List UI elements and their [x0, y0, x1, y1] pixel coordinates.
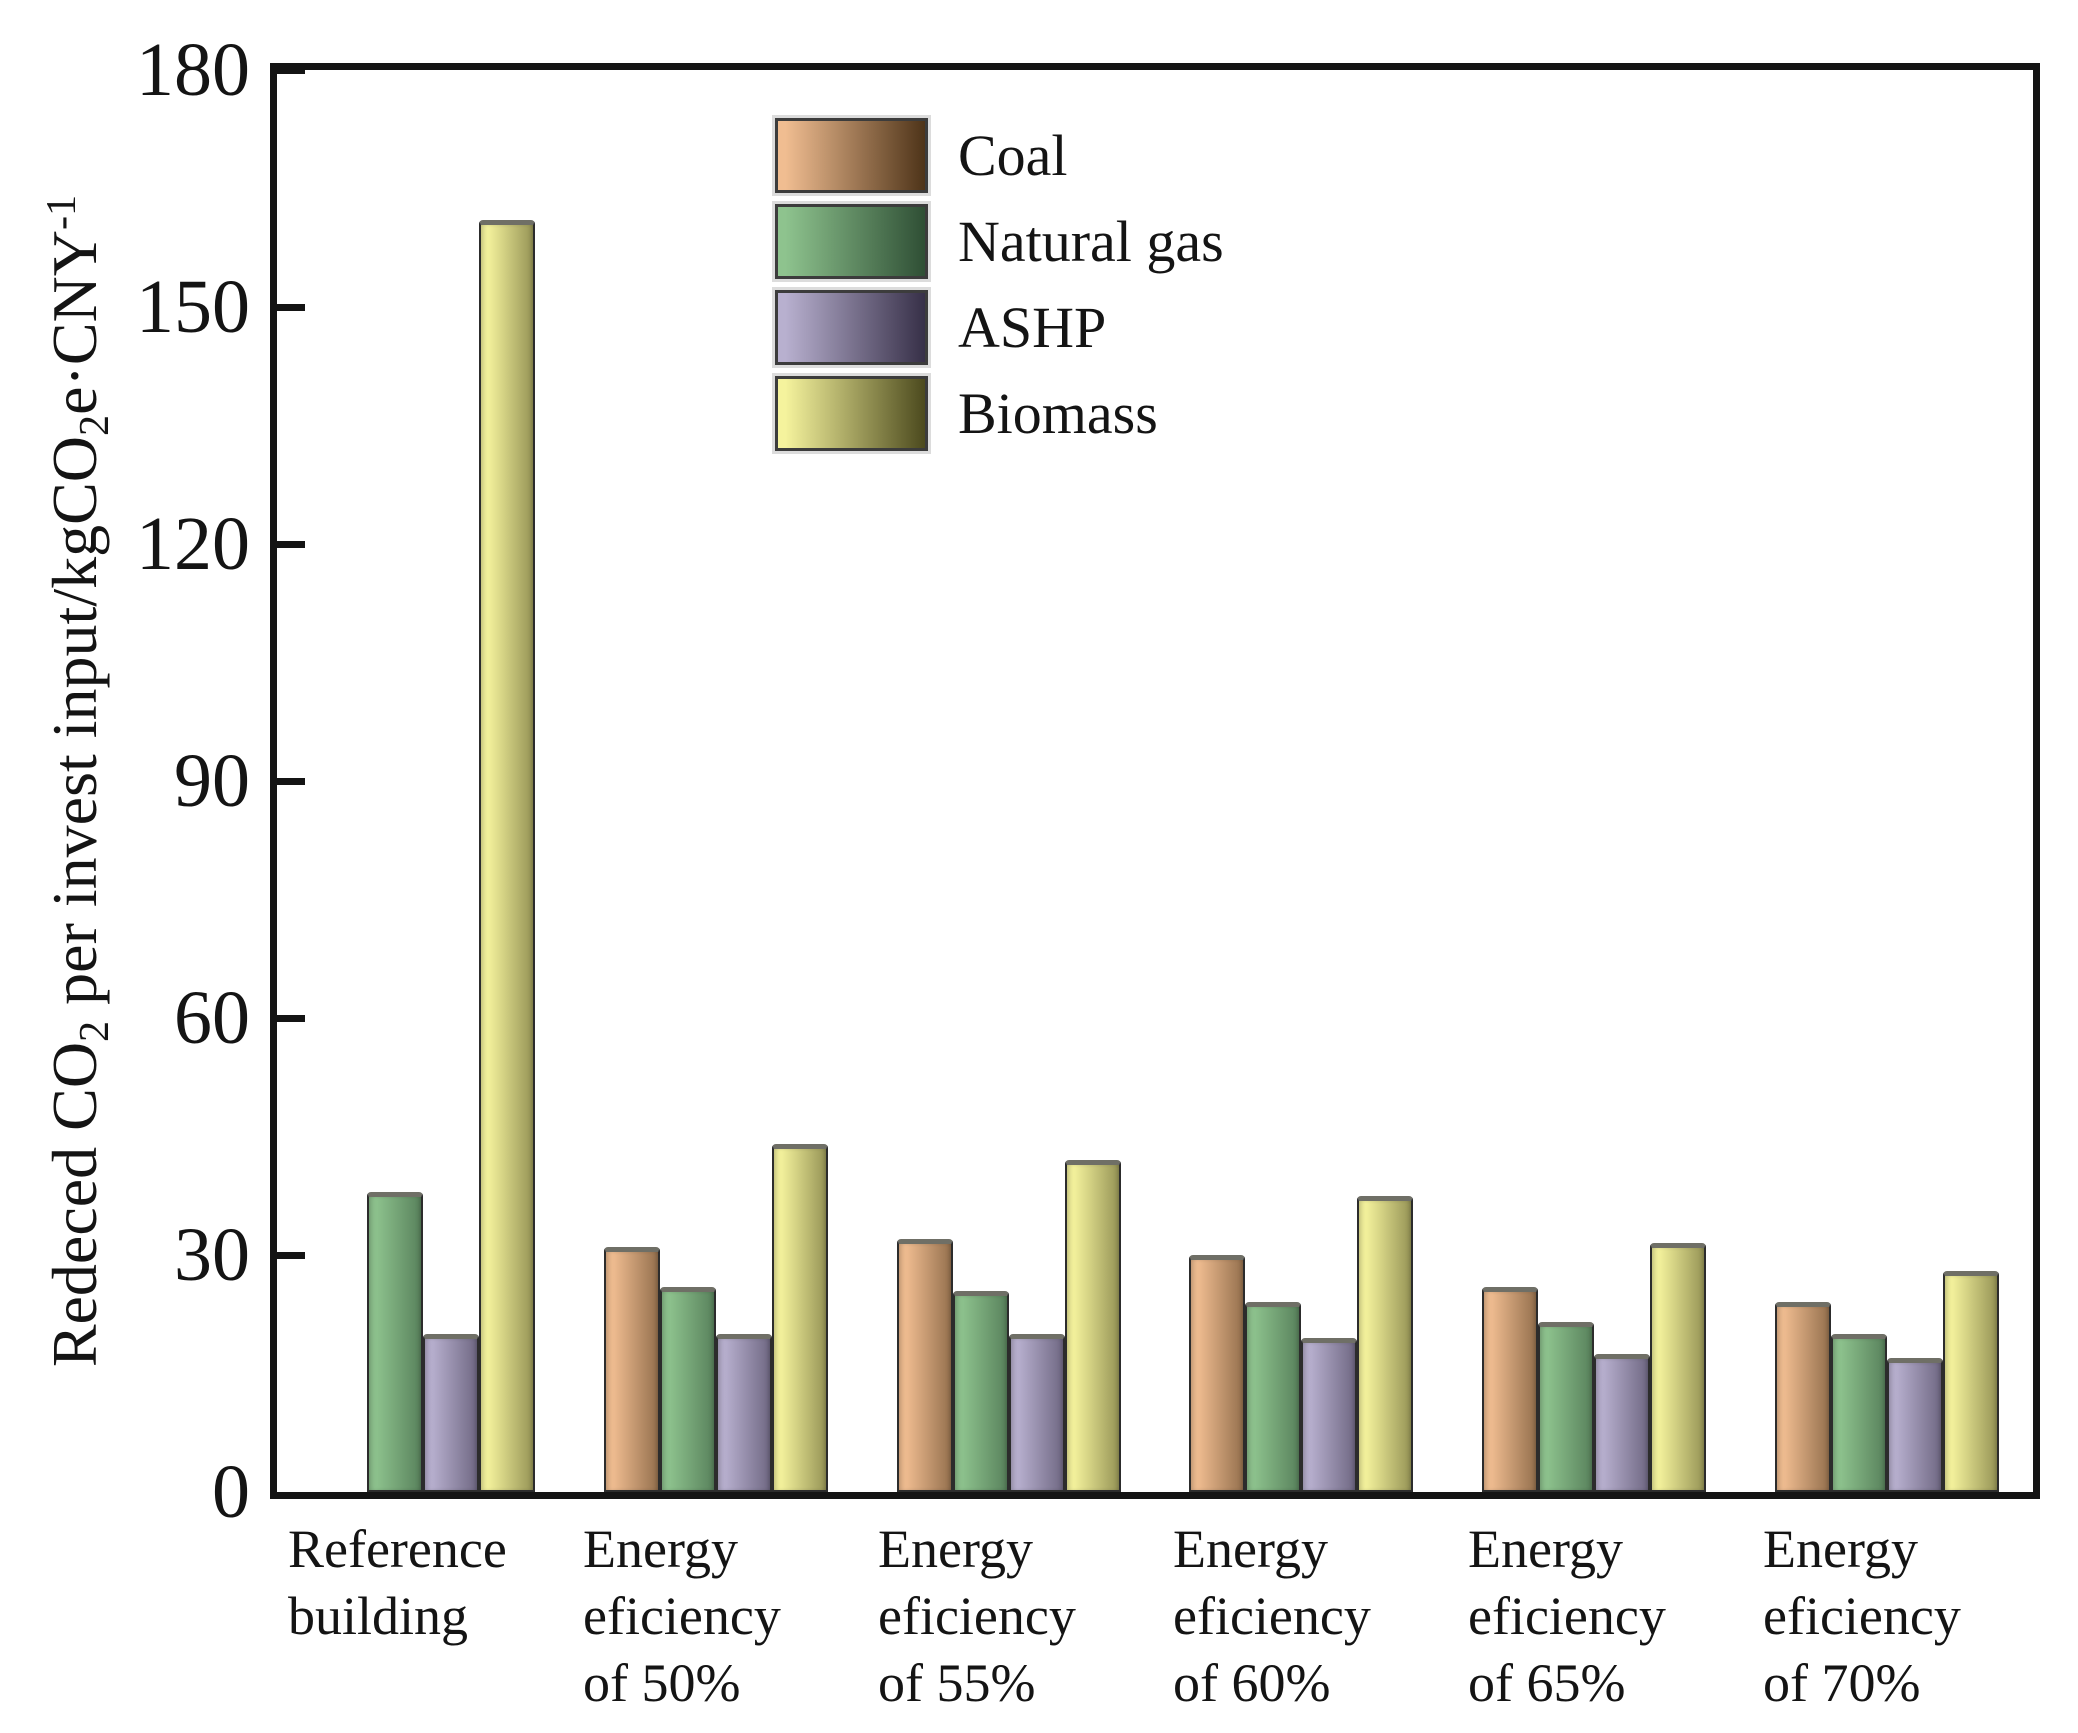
x-category-label-line: Energy	[1468, 1519, 1623, 1579]
legend-label-natural-gas: Natural gas	[958, 209, 1224, 274]
legend-swatch-ashp	[775, 290, 928, 365]
y-tick-mark-120	[277, 541, 305, 548]
x-category-label-line: building	[288, 1586, 469, 1646]
y-tick-label-120: 120	[136, 502, 250, 586]
x-category-label-line: Energy	[878, 1519, 1033, 1579]
x-category-label-line: eficiency	[583, 1586, 781, 1646]
legend: Coal Natural gas ASHP Biomass	[775, 118, 1224, 451]
y-tick-mark-30	[277, 1252, 305, 1259]
bar-ashp-energy-eficiency-of-65	[1594, 1354, 1650, 1492]
bar-coal-energy-eficiency-of-60	[1189, 1255, 1246, 1492]
bar-coal-energy-eficiency-of-55	[896, 1239, 953, 1492]
legend-label-ashp: ASHP	[958, 295, 1107, 360]
bar-natural-gas-energy-eficiency-of-55	[952, 1291, 1009, 1492]
legend-entry-coal: Coal	[775, 118, 1224, 193]
x-category-label-energy-eficiency-of-70: Energy eficiency of 70%	[1763, 1516, 2063, 1717]
y-tick-label-60: 60	[174, 976, 250, 1060]
x-category-label-line: eficiency	[1468, 1586, 1666, 1646]
x-category-label-energy-eficiency-of-65: Energy eficiency of 65%	[1468, 1516, 1768, 1717]
y-tick-mark-150	[277, 304, 305, 311]
legend-swatch-natural-gas	[775, 204, 928, 279]
y-tick-label-150: 150	[136, 265, 250, 349]
bar-coal-energy-eficiency-of-50	[604, 1247, 660, 1492]
x-category-label-line: of 60%	[1173, 1653, 1331, 1713]
y-tick-label-180: 180	[136, 28, 250, 112]
y-tick-label-90: 90	[174, 739, 250, 823]
x-category-label-energy-eficiency-of-60: Energy eficiency of 60%	[1173, 1516, 1473, 1717]
y-axis-label-part: Redeced CO	[39, 1041, 111, 1368]
x-category-label-energy-eficiency-of-55: Energy eficiency of 55%	[878, 1516, 1178, 1717]
bar-natural-gas-reference-building	[367, 1192, 424, 1492]
bar-coal-energy-eficiency-of-70	[1774, 1302, 1831, 1492]
legend-swatch-coal	[775, 118, 928, 193]
y-tick-label-0: 0	[212, 1450, 250, 1534]
bar-ashp-reference-building	[423, 1334, 480, 1492]
bar-natural-gas-energy-eficiency-of-70	[1830, 1334, 1887, 1492]
x-category-label-line: eficiency	[1173, 1586, 1371, 1646]
bar-ashp-energy-eficiency-of-60	[1301, 1338, 1358, 1492]
bar-biomass-energy-eficiency-of-55	[1064, 1160, 1121, 1492]
bar-biomass-reference-building	[479, 220, 536, 1492]
x-category-label-line: Energy	[1763, 1519, 1918, 1579]
x-category-label-line: eficiency	[878, 1586, 1076, 1646]
bar-biomass-energy-eficiency-of-70	[1942, 1271, 1999, 1492]
x-category-label-line: Energy	[583, 1519, 738, 1579]
x-category-label-line: eficiency	[1763, 1586, 1961, 1646]
legend-swatch-biomass	[775, 376, 928, 451]
bar-biomass-energy-eficiency-of-60	[1357, 1196, 1414, 1492]
bar-biomass-energy-eficiency-of-65	[1650, 1243, 1706, 1492]
plot-area	[270, 63, 2040, 1499]
bar-coal-energy-eficiency-of-65	[1482, 1287, 1538, 1492]
bar-natural-gas-energy-eficiency-of-65	[1538, 1322, 1594, 1492]
legend-entry-biomass: Biomass	[775, 376, 1224, 451]
x-category-label-line: of 55%	[878, 1653, 1036, 1713]
x-category-label-line: Reference	[288, 1519, 507, 1579]
legend-entry-ashp: ASHP	[775, 290, 1224, 365]
bar-ashp-energy-eficiency-of-55	[1008, 1334, 1065, 1492]
y-tick-mark-60	[277, 1015, 305, 1022]
x-category-label-line: Energy	[1173, 1519, 1328, 1579]
y-tick-mark-90	[277, 778, 305, 785]
legend-entry-natural-gas: Natural gas	[775, 204, 1224, 279]
bar-ashp-energy-eficiency-of-70	[1886, 1358, 1943, 1492]
x-category-label-reference-building: Reference building	[288, 1516, 588, 1650]
x-category-label-line: of 65%	[1468, 1653, 1626, 1713]
y-axis-label-part: 2	[70, 414, 118, 436]
bar-ashp-energy-eficiency-of-50	[716, 1334, 772, 1492]
legend-label-biomass: Biomass	[958, 381, 1158, 446]
x-category-label-line: of 50%	[583, 1653, 741, 1713]
y-tick-mark-180	[277, 67, 305, 74]
x-category-label-line: of 70%	[1763, 1653, 1921, 1713]
bar-natural-gas-energy-eficiency-of-60	[1245, 1302, 1302, 1492]
bar-natural-gas-energy-eficiency-of-50	[660, 1287, 716, 1492]
legend-label-coal: Coal	[958, 123, 1068, 188]
y-axis-label-part: -1	[38, 194, 85, 231]
bar-biomass-energy-eficiency-of-50	[772, 1144, 828, 1492]
x-category-label-energy-eficiency-of-50: Energy eficiency of 50%	[583, 1516, 883, 1717]
y-tick-label-30: 30	[174, 1213, 250, 1297]
